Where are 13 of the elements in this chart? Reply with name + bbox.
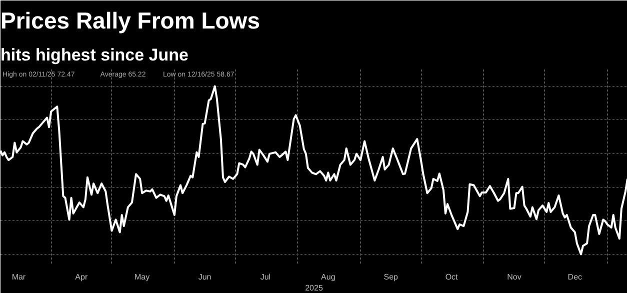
x-tick-label: Aug xyxy=(321,272,336,282)
x-tick-label: Jun xyxy=(198,272,212,282)
x-tick-label: May xyxy=(134,272,150,282)
x-tick-label: Oct xyxy=(445,272,459,282)
x-tick-label: Dec xyxy=(568,272,582,282)
chart-title: Prices Rally From Lows xyxy=(0,8,260,34)
chart-subtitle: hits highest since June xyxy=(0,46,188,64)
x-axis-title: 2025 xyxy=(305,284,324,292)
x-tick-label: Mar xyxy=(12,272,26,282)
x-tick-label: Sep xyxy=(384,272,399,282)
x-tick-label: Jul xyxy=(260,272,271,282)
x-tick-label: Nov xyxy=(507,272,522,282)
x-tick-label: Apr xyxy=(75,272,88,282)
